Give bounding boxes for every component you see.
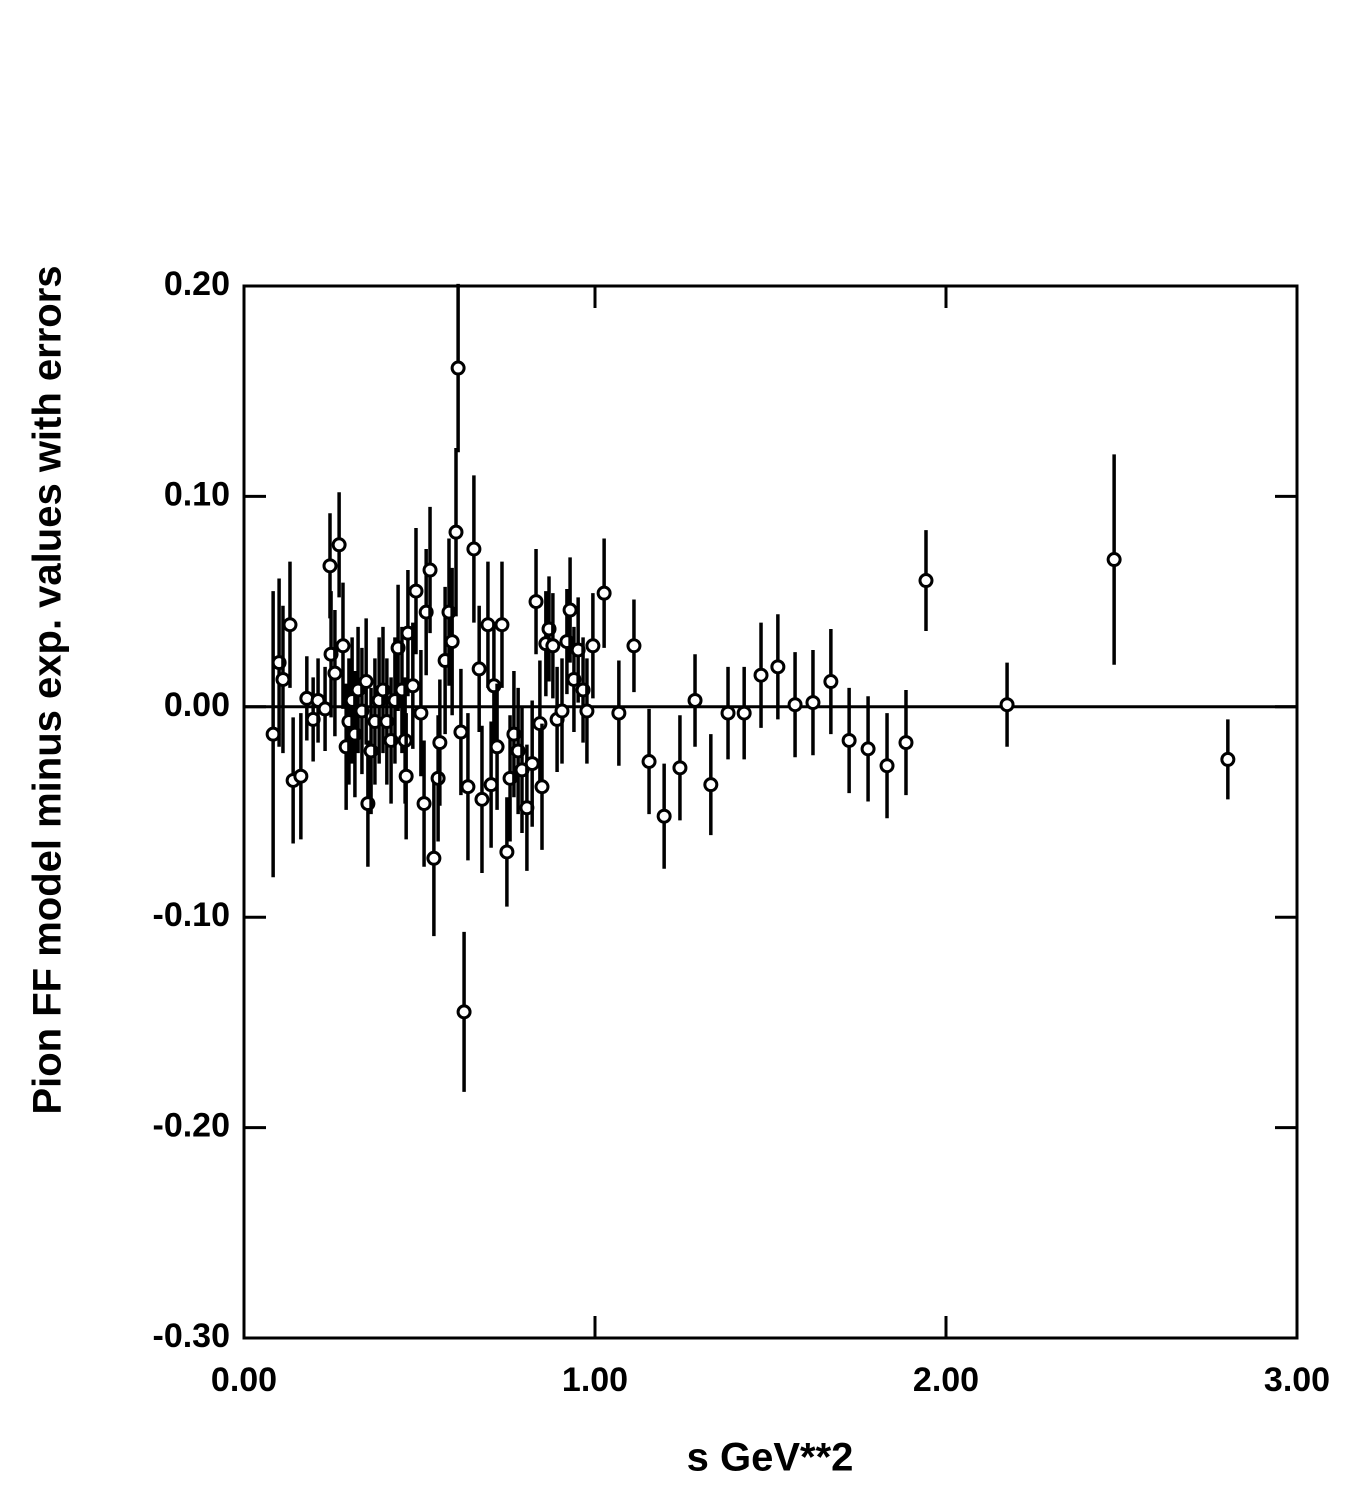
data-point xyxy=(358,674,374,690)
data-point xyxy=(841,732,857,748)
data-point xyxy=(545,638,561,654)
data-point xyxy=(413,705,429,721)
x-tick-label: 1.00 xyxy=(562,1361,628,1399)
y-axis-label: Pion FF model minus exp. values with err… xyxy=(26,265,70,1114)
y-tick-label: 0.00 xyxy=(164,686,230,724)
data-point xyxy=(426,850,442,866)
data-point xyxy=(1220,751,1236,767)
data-point xyxy=(275,671,291,687)
data-point xyxy=(398,768,414,784)
data-point xyxy=(317,701,333,717)
data-point xyxy=(736,705,752,721)
data-point xyxy=(405,678,421,694)
data-point xyxy=(534,779,550,795)
data-point xyxy=(460,779,476,795)
data-point xyxy=(499,844,515,860)
data-point xyxy=(687,692,703,708)
data-point xyxy=(672,760,688,776)
data-point xyxy=(823,674,839,690)
data-point xyxy=(805,695,821,711)
data-point xyxy=(898,735,914,751)
data-point xyxy=(466,541,482,557)
data-point xyxy=(293,768,309,784)
data-point xyxy=(282,617,298,633)
x-tick-label: 3.00 xyxy=(1264,1361,1330,1399)
data-point xyxy=(703,777,719,793)
data-point xyxy=(335,638,351,654)
data-point xyxy=(430,770,446,786)
data-point xyxy=(322,558,338,574)
x-tick-label: 0.00 xyxy=(211,1361,277,1399)
data-point xyxy=(444,634,460,650)
data-point xyxy=(641,754,657,770)
x-tick-label: 2.00 xyxy=(913,1361,979,1399)
data-point xyxy=(879,758,895,774)
plot-frame xyxy=(242,284,1299,1340)
y-tick-label: -0.10 xyxy=(153,896,231,934)
data-point xyxy=(480,617,496,633)
y-tick-label: -0.30 xyxy=(153,1317,231,1355)
data-point xyxy=(860,741,876,757)
data-point xyxy=(422,562,438,578)
y-tick-label: -0.20 xyxy=(153,1107,231,1145)
data-point xyxy=(562,602,578,618)
data-point xyxy=(448,524,464,540)
data-point xyxy=(585,638,601,654)
data-point xyxy=(432,735,448,751)
data-point xyxy=(327,665,343,681)
data-point xyxy=(453,724,469,740)
data-point xyxy=(918,573,934,589)
data-point xyxy=(528,594,544,610)
data-point xyxy=(770,659,786,675)
data-point xyxy=(265,726,281,742)
data-point xyxy=(532,716,548,732)
data-point xyxy=(471,661,487,677)
data-point xyxy=(489,739,505,755)
data-point xyxy=(483,777,499,793)
data-point xyxy=(554,703,570,719)
data-point xyxy=(331,537,347,553)
data-point xyxy=(494,617,510,633)
x-axis-label: s GeV**2 xyxy=(687,1436,854,1480)
data-point xyxy=(611,705,627,721)
data-point xyxy=(1106,552,1122,568)
data-point xyxy=(596,585,612,601)
data-point xyxy=(524,756,540,772)
data-point xyxy=(474,791,490,807)
data-point xyxy=(456,1004,472,1020)
data-point xyxy=(626,638,642,654)
data-point xyxy=(656,808,672,824)
data-point xyxy=(720,705,736,721)
data-point xyxy=(408,583,424,599)
data-point xyxy=(999,697,1015,713)
data-point xyxy=(787,697,803,713)
data-point xyxy=(416,796,432,812)
y-tick-label: 0.20 xyxy=(164,265,230,303)
data-point xyxy=(579,703,595,719)
y-tick-label: 0.10 xyxy=(164,475,230,513)
data-point xyxy=(753,667,769,683)
data-point xyxy=(450,360,466,376)
